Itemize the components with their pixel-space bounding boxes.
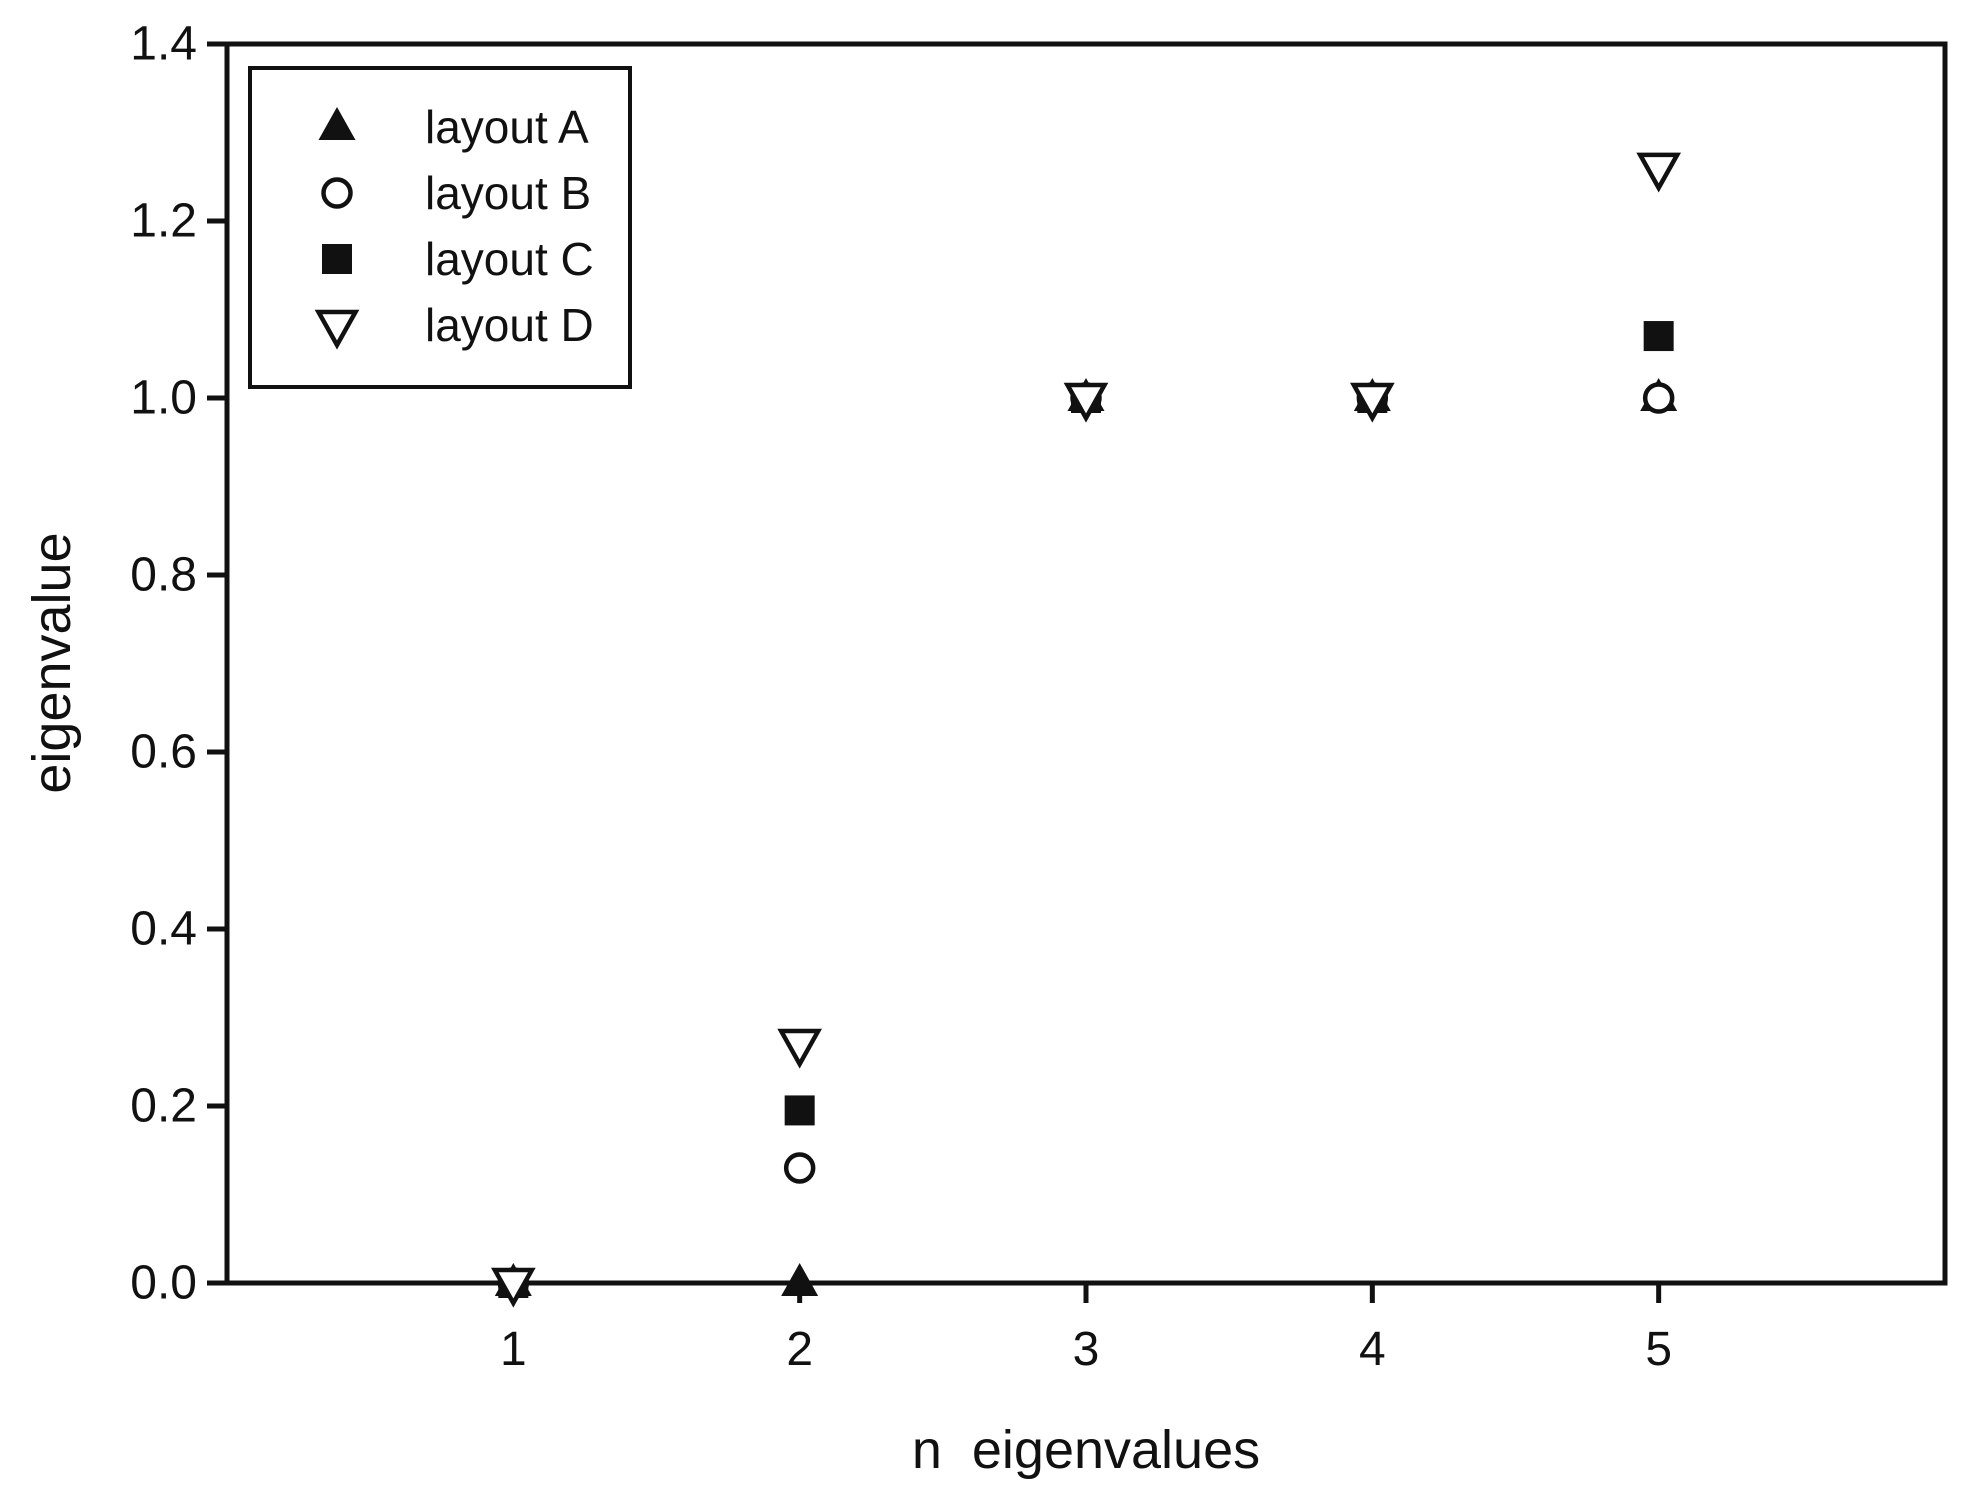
y-tick-label: 1.2: [130, 195, 197, 248]
layout-d-marker-icon: [314, 309, 360, 350]
data-point-marker-layout-d: [1349, 382, 1395, 423]
data-point-marker-layout-d: [1636, 152, 1682, 193]
legend-label-layout-c: layout C: [425, 233, 594, 285]
layout-a-marker-icon: [318, 107, 356, 140]
data-point-marker-layout-b: [1642, 382, 1675, 414]
data-point-marker-layout-a: [781, 1263, 819, 1296]
x-axis-title: n eigenvalues: [912, 1420, 1260, 1480]
y-tick-label: 0.0: [130, 1257, 197, 1310]
x-tick-label: 5: [1645, 1323, 1672, 1376]
x-tick-label: 4: [1359, 1323, 1386, 1376]
data-point-marker-layout-d: [490, 1267, 536, 1308]
y-tick-label: 0.8: [130, 549, 197, 602]
data-point-marker-layout-d: [1063, 382, 1109, 423]
data-point-marker-layout-d: [777, 1028, 823, 1069]
data-point-marker-layout-c: [784, 1095, 815, 1126]
legend-label-layout-d: layout D: [425, 299, 594, 351]
data-point-marker-layout-b: [783, 1152, 816, 1184]
x-tick-label: 2: [786, 1323, 813, 1376]
y-tick-label: 1.4: [130, 18, 197, 71]
layout-c-marker-icon: [322, 244, 352, 274]
legend-label-layout-a: layout A: [425, 101, 589, 153]
layout-b-marker-icon: [321, 177, 353, 209]
data-point-marker-layout-c: [1643, 321, 1674, 352]
y-tick-label: 0.6: [130, 726, 197, 779]
y-tick-label: 1.0: [130, 372, 197, 425]
x-tick-label: 1: [500, 1323, 527, 1376]
y-tick-label: 0.4: [130, 903, 197, 956]
y-axis-title: eigenvalue: [22, 532, 82, 793]
legend-box: [248, 66, 632, 389]
legend-label-layout-b: layout B: [425, 167, 591, 219]
x-tick-label: 3: [1073, 1323, 1100, 1376]
y-tick-label: 0.2: [130, 1080, 197, 1133]
